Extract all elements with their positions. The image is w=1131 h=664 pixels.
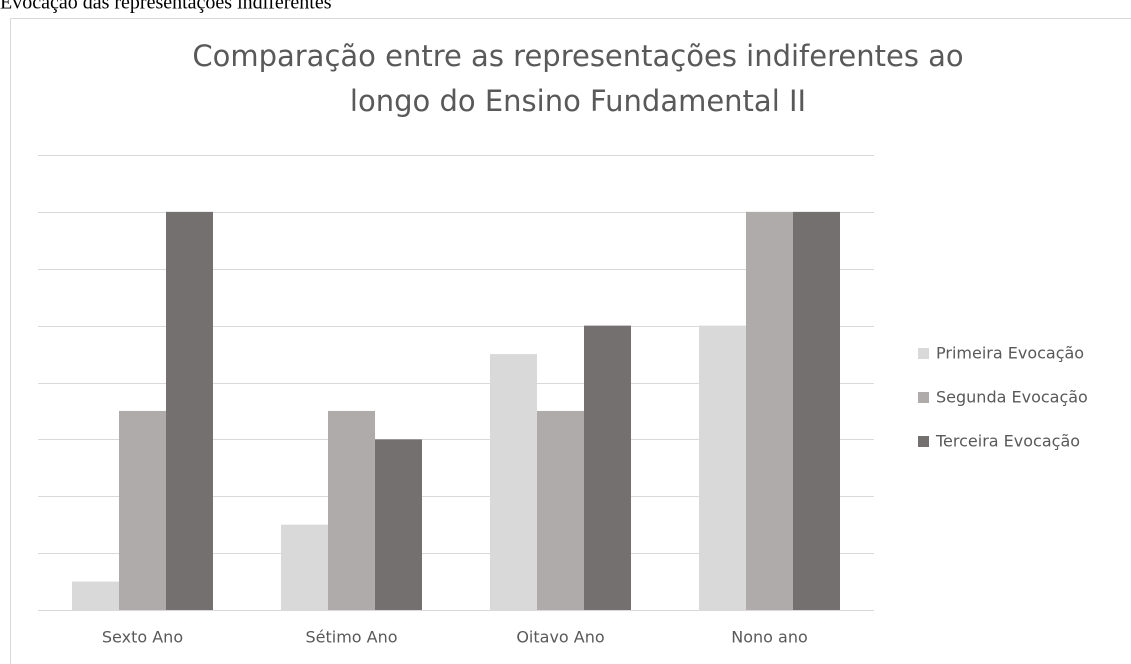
x-tick-label: Nono ano (731, 628, 808, 647)
legend-label: Terceira Evocação (935, 432, 1080, 451)
chart-title: Comparação entre as representações indif… (192, 39, 963, 73)
legend-label: Primeira Evocação (936, 344, 1084, 363)
bar (793, 211, 840, 610)
x-tick-label: Oitavo Ano (516, 628, 604, 647)
legend-swatch (918, 348, 929, 359)
x-tick-label: Sexto Ano (102, 628, 183, 647)
legend-swatch (918, 436, 929, 447)
legend-label: Segunda Evocação (936, 388, 1088, 407)
caption: Evocação das representações indiferentes (0, 0, 332, 14)
bar (537, 410, 584, 610)
bar (119, 410, 166, 610)
bar (328, 410, 375, 610)
bar (166, 211, 213, 610)
bar (490, 354, 537, 610)
bar (375, 439, 422, 610)
bar (584, 325, 631, 610)
bar (72, 581, 119, 610)
bar (699, 325, 746, 610)
bar (281, 524, 328, 610)
x-tick-label: Sétimo Ano (305, 628, 397, 647)
legend-swatch (918, 392, 929, 403)
chart-border (10, 18, 1131, 664)
chart-title: longo do Ensino Fundamental II (350, 84, 806, 118)
bar (746, 211, 793, 610)
